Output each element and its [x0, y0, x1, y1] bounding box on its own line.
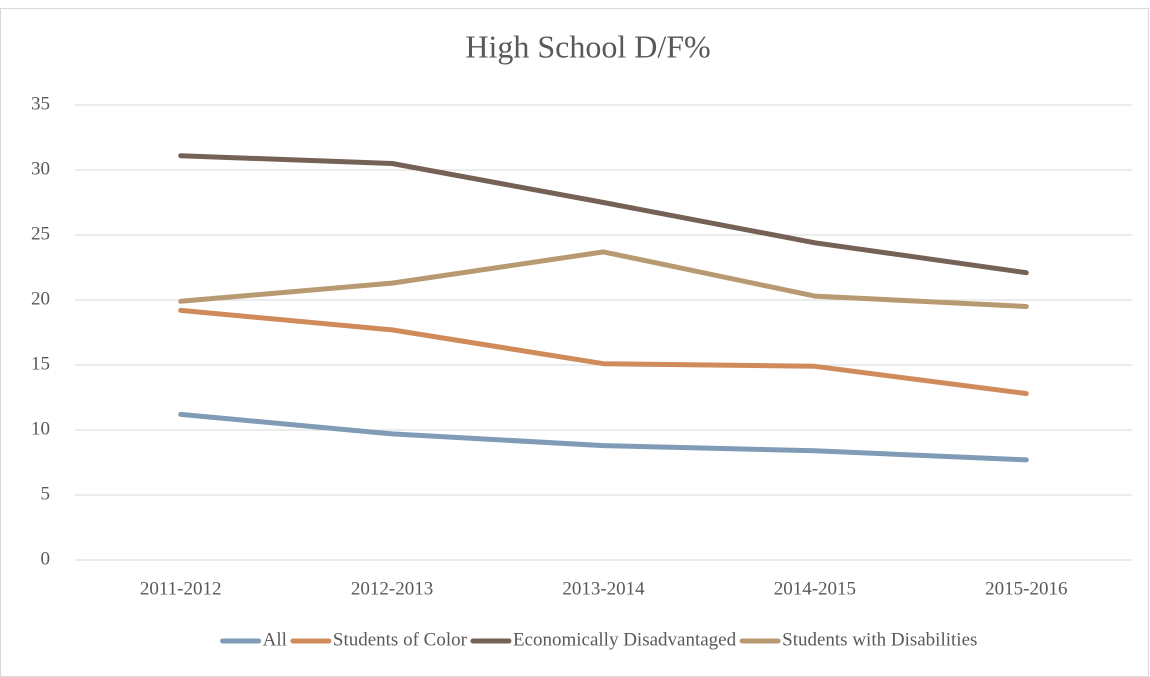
line-series	[178, 249, 1029, 309]
line-series	[178, 411, 1029, 463]
y-tick-label: 5	[41, 483, 51, 504]
y-tick-label: 20	[31, 288, 50, 309]
x-tick-label: 2014-2015	[774, 578, 856, 599]
legend-label: Students with Disabilities	[782, 629, 977, 650]
legend-label: All	[263, 629, 287, 650]
line-series	[178, 307, 1029, 397]
x-tick-label: 2011-2012	[140, 578, 222, 599]
y-tick-label: 35	[31, 93, 50, 114]
x-tick-label: 2015-2016	[985, 578, 1067, 599]
y-tick-label: 10	[31, 418, 50, 439]
y-tick-label: 0	[41, 548, 51, 569]
line-series	[178, 153, 1029, 276]
y-tick-label: 30	[31, 158, 50, 179]
legend-label: Students of Color	[333, 629, 468, 650]
x-tick-label: 2012-2013	[351, 578, 433, 599]
chart-title: High School D/F%	[465, 28, 710, 64]
legend-label: Economically Disadvantaged	[513, 629, 737, 650]
x-tick-label: 2013-2014	[562, 578, 645, 599]
y-tick-label: 25	[31, 223, 50, 244]
chart-border	[0, 8, 1149, 677]
y-tick-label: 15	[31, 353, 50, 374]
